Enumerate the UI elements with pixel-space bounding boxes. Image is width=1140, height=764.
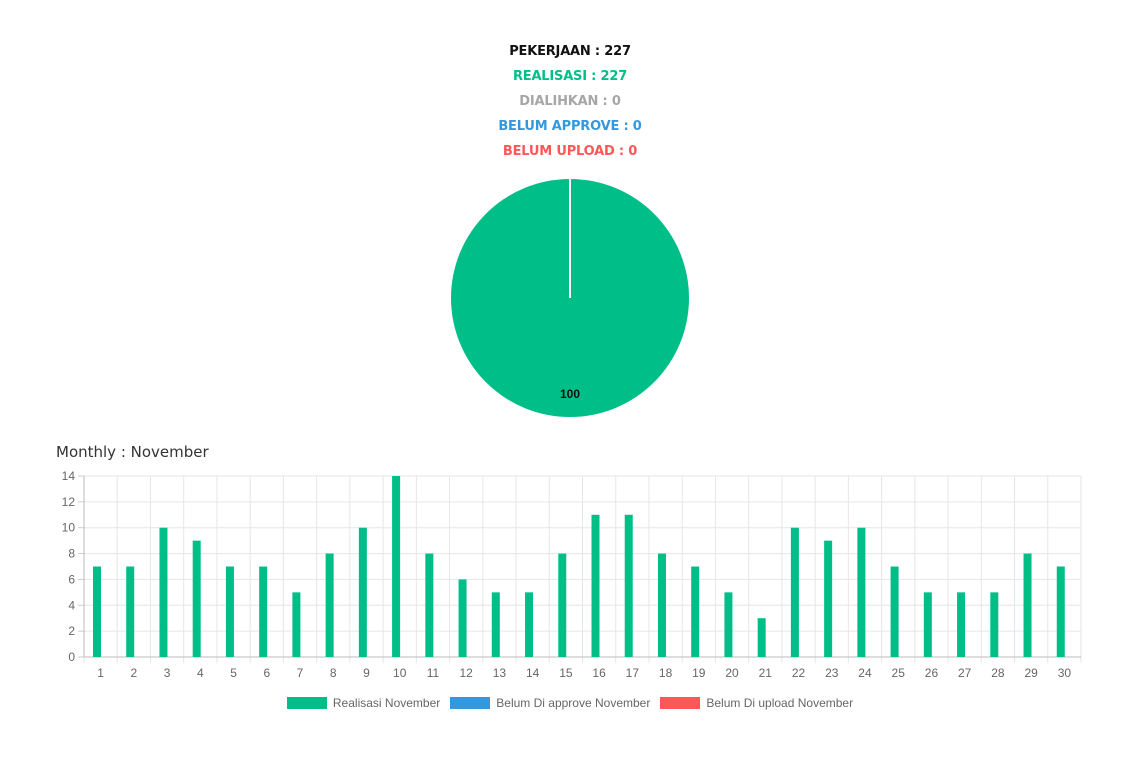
bar-realisasi-6[interactable] (259, 566, 268, 658)
x-tick-label: 24 (858, 666, 872, 680)
bar-realisasi-18[interactable] (657, 553, 666, 657)
bar-realisasi-10[interactable] (392, 476, 401, 657)
bar-realisasi-27[interactable] (957, 592, 966, 657)
bar-realisasi-7[interactable] (292, 592, 301, 657)
x-tick-label: 19 (692, 666, 706, 680)
pie-chart: 100 (451, 179, 689, 417)
y-tick-label: 2 (68, 624, 75, 638)
bar-realisasi-11[interactable] (425, 553, 434, 657)
y-tick-label: 14 (62, 469, 76, 483)
bar-realisasi-20[interactable] (724, 592, 733, 657)
monthly-title: Monthly : November (56, 443, 209, 461)
x-tick-label: 21 (759, 666, 773, 680)
bar-realisasi-9[interactable] (358, 527, 367, 657)
bar-realisasi-26[interactable] (923, 592, 932, 657)
x-tick-label: 28 (991, 666, 1005, 680)
bar-realisasi-3[interactable] (159, 527, 168, 657)
legend-item-belum-approve[interactable]: Belum Di approve November (450, 696, 650, 710)
x-tick-label: 1 (97, 666, 104, 680)
x-tick-label: 2 (131, 666, 138, 680)
x-tick-label: 26 (925, 666, 939, 680)
bar-realisasi-14[interactable] (525, 592, 534, 657)
legend-label-belum-upload: Belum Di upload November (706, 696, 854, 710)
x-tick-label: 29 (1024, 666, 1038, 680)
x-tick-label: 25 (892, 666, 906, 680)
x-tick-label: 14 (526, 666, 540, 680)
summary-belum-approve: BELUM APPROVE : 0 (498, 119, 642, 134)
bar-realisasi-17[interactable] (624, 514, 633, 657)
x-tick-label: 22 (792, 666, 806, 680)
legend-swatch-realisasi (286, 697, 327, 709)
legend-swatch-belum-upload (660, 697, 701, 709)
bar-realisasi-8[interactable] (325, 553, 334, 657)
x-tick-label: 3 (164, 666, 171, 680)
bar-realisasi-13[interactable] (491, 592, 500, 657)
y-tick-label: 8 (68, 547, 75, 561)
x-tick-label: 30 (1058, 666, 1072, 680)
summary-realisasi: REALISASI : 227 (512, 69, 628, 84)
x-tick-label: 10 (393, 666, 407, 680)
x-tick-label: 16 (592, 666, 606, 680)
bar-realisasi-25[interactable] (890, 566, 899, 658)
bar-realisasi-15[interactable] (558, 553, 567, 657)
y-tick-label: 12 (62, 495, 76, 509)
pie-data-label: 100 (560, 387, 580, 401)
x-tick-label: 17 (626, 666, 640, 680)
bar-realisasi-5[interactable] (225, 566, 234, 658)
x-tick-label: 15 (559, 666, 573, 680)
x-tick-label: 27 (958, 666, 972, 680)
bar-realisasi-16[interactable] (591, 514, 600, 657)
legend-item-realisasi[interactable]: Realisasi November (286, 696, 441, 710)
x-tick-label: 5 (230, 666, 237, 680)
bar-realisasi-30[interactable] (1056, 566, 1065, 658)
bar-realisasi-21[interactable] (757, 618, 766, 657)
x-tick-label: 6 (263, 666, 270, 680)
x-tick-label: 11 (427, 666, 440, 680)
y-tick-label: 4 (68, 598, 75, 612)
summary-pekerjaan: PEKERJAAN : 227 (509, 44, 631, 59)
legend-swatch-belum-approve (450, 697, 491, 709)
bar-realisasi-22[interactable] (790, 527, 799, 657)
bar-realisasi-12[interactable] (458, 579, 467, 657)
x-tick-label: 4 (197, 666, 204, 680)
summary-belum-upload: BELUM UPLOAD : 0 (502, 144, 638, 159)
x-tick-label: 9 (363, 666, 370, 680)
x-tick-label: 13 (493, 666, 507, 680)
bar-realisasi-19[interactable] (691, 566, 700, 658)
bar-realisasi-4[interactable] (192, 540, 201, 657)
legend-label-realisasi: Realisasi November (332, 696, 441, 710)
y-tick-label: 10 (62, 521, 76, 535)
bar-realisasi-24[interactable] (857, 527, 866, 657)
summary-dialihkan: DIALIHKAN : 0 (519, 94, 621, 109)
legend-label-belum-approve: Belum Di approve November (496, 696, 651, 710)
y-tick-label: 0 (68, 650, 75, 664)
bar-realisasi-29[interactable] (1023, 553, 1032, 657)
legend-item-belum-upload[interactable]: Belum Di upload November (660, 696, 853, 710)
bar-realisasi-1[interactable] (93, 566, 101, 658)
y-tick-label: 6 (68, 572, 75, 586)
x-tick-label: 7 (297, 666, 304, 680)
bar-realisasi-28[interactable] (990, 592, 999, 657)
x-tick-label: 12 (460, 666, 474, 680)
bar-realisasi-2[interactable] (126, 566, 135, 658)
bar-realisasi-23[interactable] (824, 540, 833, 657)
x-tick-label: 23 (825, 666, 839, 680)
chart-legend: Realisasi November Belum Di approve Nove… (0, 696, 1140, 710)
x-tick-label: 20 (725, 666, 739, 680)
x-tick-label: 8 (330, 666, 337, 680)
x-tick-label: 18 (659, 666, 673, 680)
